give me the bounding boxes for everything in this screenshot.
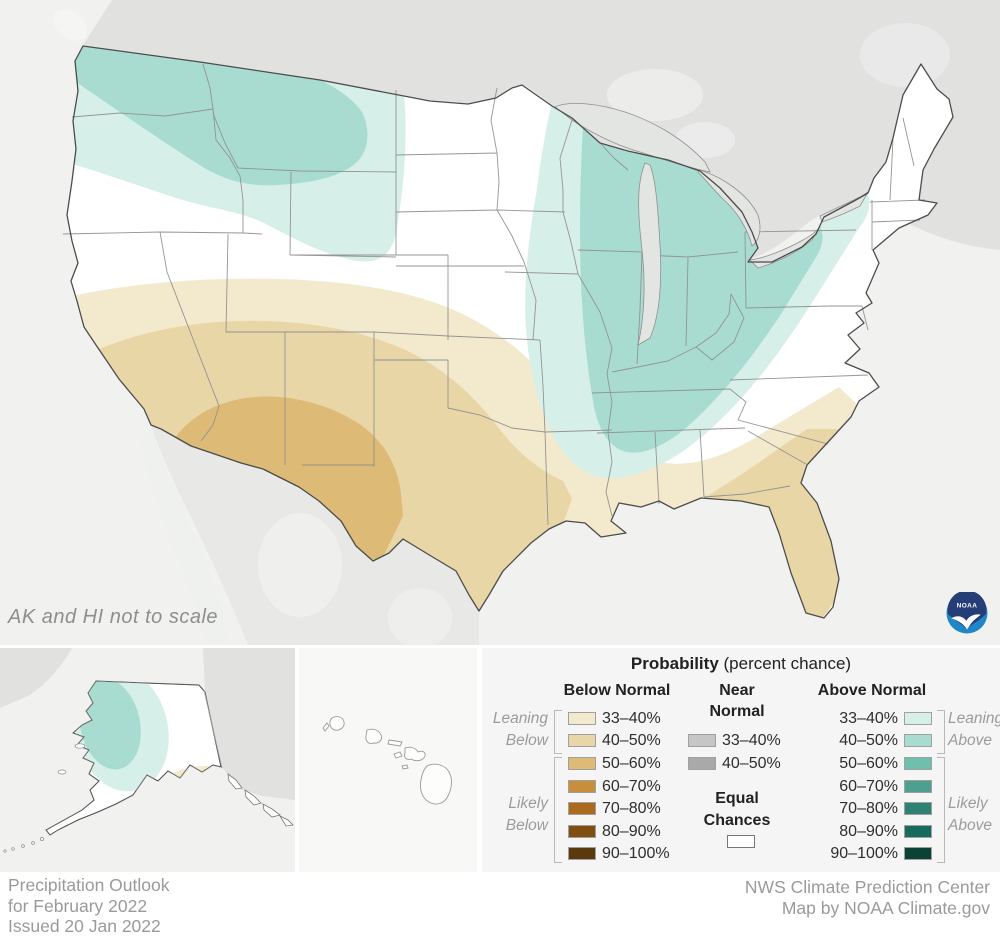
noaa-logo-text: NOAA [957,603,978,610]
swatch-below-70 [568,802,596,815]
footer-line1: Precipitation Outlook [8,875,170,895]
legend-title: Probability (percent chance) [482,654,1000,674]
noaa-logo: NOAA [946,592,988,634]
lake-michigan [637,162,662,346]
swatch-above-33 [904,712,932,725]
label-leaning-below: Leaning Below [492,710,548,749]
us-outline [66,45,954,619]
noaa-logo-gull-icon [951,614,981,630]
alaska-inset-map [0,648,295,872]
label-leaning-above: Leaning Above [948,710,1000,749]
legend-row-above-33: 33–40% [812,710,932,727]
legend-row-above-60: 60–70% [812,778,932,795]
footer-line2: for February 2022 [8,895,148,916]
swatch-above-70 [904,802,932,815]
legend-row-below-90: 90–100% [568,845,670,862]
legend-row-below-70: 70–80% [568,800,661,817]
island-molokai [387,739,403,747]
island-kauai [329,716,345,731]
region-below-50-likely [168,396,403,561]
hawaii-inset-map [299,648,477,872]
scale-note: AK and HI not to scale [8,606,219,628]
swatch-below-40 [568,734,596,747]
island-hawaii [419,763,452,805]
island-niihau [322,722,330,732]
footer-credit-line1: NWS Climate Prediction Center [744,877,990,897]
legend-row-above-70: 70–80% [812,800,932,817]
conus-map-panel: AK and HI not to scale NOAA [0,0,1000,645]
legend-row-above-90: 90–100% [812,845,932,862]
mexico-terrain-patch [388,588,452,648]
footer-line3: Issued 20 Jan 2022 [8,916,161,936]
legend-row-below-40: 40–50% [568,732,661,749]
hi-ocean [299,648,477,872]
swatch-below-90 [568,847,596,860]
equal-chances-label: Equal Chances [703,790,771,829]
footer-title-block: Precipitation Outlook for February 2022 … [8,875,169,937]
ak-canada-border [203,689,223,769]
island-oahu [365,728,382,744]
legend-title-rest: (percent chance) [718,654,852,673]
legend-row-near-33: 33–40% [688,732,781,749]
ak-panhandle-islands [227,773,294,827]
above-normal-header: Above Normal [817,682,927,699]
legend-row-above-50: 50–60% [812,755,932,772]
swatch-above-90 [904,847,932,860]
swatch-equal-chances [727,835,755,848]
canada-terrain-patch [607,69,703,121]
bracket-likely-below [554,757,562,863]
canada-landmass-ak [203,648,295,800]
swatch-near-40 [688,757,716,770]
label-likely-below: Likely Below [505,795,548,834]
swatch-above-40 [904,734,932,747]
legend-row-near-40: 40–50% [688,755,781,772]
lake-erie [749,225,821,269]
baja-california [141,428,228,645]
bracket-likely-above [937,757,945,863]
swatch-above-50 [904,757,932,770]
swatch-near-33 [688,734,716,747]
legend-row-below-80: 80–90% [568,823,661,840]
swatch-below-80 [568,825,596,838]
russia-landmass [0,648,72,708]
footer: Precipitation Outlook for February 2022 … [0,872,1000,938]
mexico-terrain-patch [258,513,342,617]
aleutian-islands [3,743,86,853]
canada-terrain-patch [860,23,950,87]
state-boundaries [62,63,926,526]
island-maui [404,746,426,762]
legend-row-above-80: 80–90% [812,823,932,840]
swatch-above-80 [904,825,932,838]
swatch-below-33 [568,712,596,725]
legend-title-bold: Probability [630,654,719,673]
footer-credit-line2: Map by NOAA Climate.gov [781,898,990,918]
legend-row-above-40: 40–50% [812,732,932,749]
near-normal-header: Near [719,682,755,699]
label-likely-above: Likely Above [948,795,992,834]
ak-region-above-40 [79,681,141,770]
island-lanai [393,751,403,759]
below-normal-header: Below Normal [563,682,671,699]
lake-superior [554,103,711,173]
bracket-leaning-above [937,710,945,754]
legend-panel: Probability (percent chance) Below Norma… [482,648,1000,872]
legend-row-equal-chances [727,834,755,849]
footer-credit-block: NWS Climate Prediction Center Map by NOA… [745,877,990,919]
hawaiian-islands [322,716,452,805]
vancouver-island [53,9,87,41]
canada-landmass [83,0,1000,260]
bracket-leaning-below [554,710,562,754]
island-kahoolawe [401,764,409,770]
near-normal-header-line2: Normal [709,703,765,720]
swatch-above-60 [904,780,932,793]
lake-huron [697,169,761,247]
legend-row-below-60: 60–70% [568,778,661,795]
conus-map [0,0,1000,645]
great-lakes [554,103,869,346]
swatch-below-60 [568,780,596,793]
swatch-below-50 [568,757,596,770]
legend-row-below-50: 50–60% [568,755,661,772]
legend-row-below-33: 33–40% [568,710,661,727]
